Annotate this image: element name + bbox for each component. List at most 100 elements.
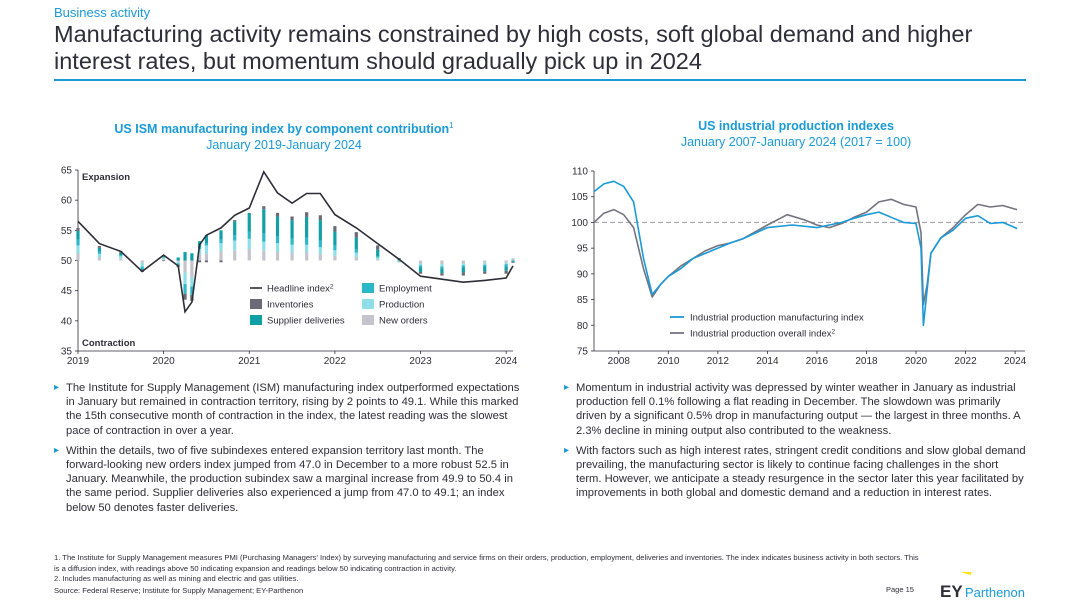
x-tick-label: 2016 [806,356,829,367]
legend-label: Industrial production manufacturing inde… [690,313,864,324]
bar-segment [97,247,102,252]
bar-segment [318,247,322,254]
bar-segment [183,252,187,261]
source-note: Source: Federal Reserve; Institute for S… [54,585,304,595]
bar-segment [418,267,423,272]
bar-segment [140,260,144,263]
bar-segment [376,249,380,257]
bar-segment [204,253,209,261]
bar-segment [76,230,80,240]
right-chart-heading: US industrial production indexes January… [566,118,1026,150]
y-tick-label: 105 [571,192,588,203]
y-tick-label: 95 [577,244,589,255]
expansion-label: Expansion [82,172,130,183]
bar-segment [376,256,380,258]
bar-segment [176,263,180,266]
bar-segment [418,260,423,264]
manufacturing-index-line [593,180,1018,327]
bar-segment [76,239,80,246]
bar-segment [119,258,123,261]
x-tick-label: 2024 [495,356,518,367]
right-bullet-1: Momentum in industrial activity was depr… [564,381,1026,438]
bar-segment [305,217,309,238]
left-chart-subtitle: January 2019-January 2024 [206,138,362,153]
logo-beam-icon [960,572,971,575]
bar-segment [176,260,180,262]
bar-segment [290,220,294,239]
bar-segment [440,266,444,269]
bar-segment [204,243,209,246]
bar-segment [219,230,223,240]
bar-segment [247,231,251,239]
bar-segment [483,266,487,272]
section-label: Business activity [54,5,151,20]
bar-segment [97,257,102,261]
left-chart-title-sup: 1 [449,121,454,130]
bar-segment [290,216,294,221]
footnote-2: 2. Includes manufacturing as well as min… [54,574,299,584]
bar-segment [511,260,515,262]
bar-segment [233,240,237,251]
x-tick-label: 2010 [657,356,680,367]
bar-segment [197,249,202,255]
bar-segment [219,260,223,263]
bar-segment [305,244,309,253]
bar-segment [140,262,144,267]
bar-segment [333,231,337,246]
bar-segment [504,266,508,271]
bar-segment [305,212,309,218]
bar-segment [190,277,194,287]
legend-swatch [362,283,374,293]
x-tick-label: 2021 [238,356,261,367]
bar-segment [140,266,144,269]
bar-segment [275,236,280,244]
bar-segment [247,212,251,214]
bar-segment [76,253,80,261]
footnote-1: 1. The Institute for Supply Management m… [54,553,919,573]
title-divider [54,79,1026,81]
bar-segment [418,263,423,266]
logo-ey-text: EY [940,582,963,600]
bar-segment [440,268,444,274]
bar-segment [483,271,487,274]
bar-segment [97,246,102,248]
bar-segment [190,260,194,278]
bar-segment [397,261,401,263]
bar-segment [190,253,194,261]
x-tick-label: 2020 [153,356,176,367]
bar-segment [483,262,487,265]
industrial-production-chart: 75 80 85 90 95 100 105 110 2008 2010 2012 2014 2016 2… [571,167,1026,368]
x-tick-label: 2020 [905,356,928,367]
legend-swatch [250,299,262,309]
bar-segment [233,220,237,222]
legend-swatch [250,315,262,325]
bar-segment [262,206,266,210]
bar-segment [262,209,266,234]
y-tick-label: 90 [577,269,589,280]
bar-segment [262,241,266,251]
ey-parthenon-logo: EY Parthenon [940,572,1025,600]
bar-segment [204,235,209,244]
bar-segment [397,260,401,262]
bar-segment [440,264,444,267]
bar-segment [204,260,209,263]
bar-segment [333,245,337,251]
legend-label: Employment [379,284,432,295]
legend-label: New orders [379,316,428,327]
x-tick-label: 2023 [409,356,432,367]
bar-segment [511,258,515,261]
left-chart-heading: US ISM manufacturing index by component … [54,118,514,153]
y-tick-label: 55 [61,226,73,237]
bar-segment [461,272,465,276]
legend-label: Headline index2 [267,284,334,295]
bar-segment [511,261,515,263]
bar-segment [483,260,487,263]
right-bullet-2: With factors such as high interest rates… [564,444,1026,501]
bar-segment [290,244,294,253]
bar-segment [233,221,237,236]
bar-segment [233,250,237,261]
y-tick-label: 110 [572,167,588,178]
bar-segment [483,264,487,267]
legend-label: Production [379,300,424,311]
bar-segment [376,245,380,250]
